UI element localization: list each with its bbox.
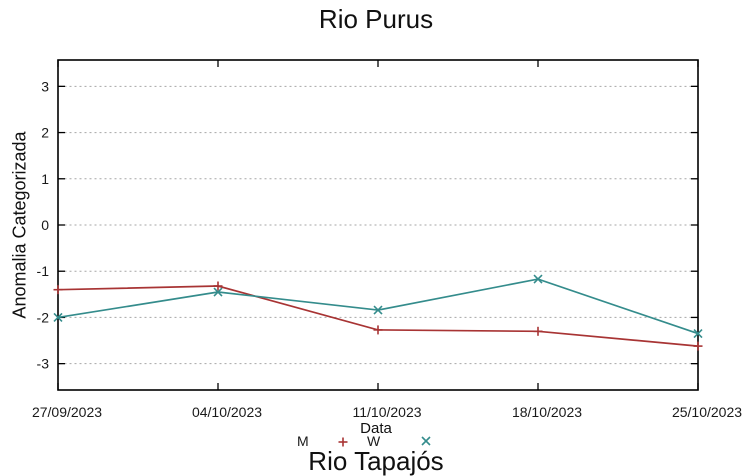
x-tick-label: 04/10/2023 — [192, 404, 262, 420]
series-W-cross-marker-icon — [213, 287, 223, 297]
y-tick-label: 1 — [41, 171, 49, 187]
y-tick-label: 3 — [41, 78, 49, 94]
y-tick-label: -3 — [37, 356, 50, 372]
plus-marker-icon — [338, 437, 348, 447]
series-M-plus-marker-icon — [53, 285, 63, 295]
y-tick-label: 2 — [41, 125, 49, 141]
y-tick-label: -2 — [37, 309, 50, 325]
chart-canvas: Rio Purus Anomalia Categorizada -3 -2 -1 0 1… — [0, 4, 752, 476]
series-W-cross-marker-icon — [373, 305, 383, 315]
x-marker-icon — [421, 436, 431, 446]
series-W-cross-marker-icon — [53, 312, 63, 323]
legend: M W — [0, 433, 752, 449]
series-M-plus-marker-icon — [213, 281, 223, 291]
y-tick-label: -1 — [37, 263, 50, 279]
x-tick-label: 11/10/2023 — [352, 404, 421, 420]
next-chart-title-clipped: Rio Tapajós — [308, 446, 444, 476]
x-tick-label: 18/10/2023 — [512, 404, 582, 420]
series-W-cross-marker-icon — [533, 274, 543, 284]
chart-title: Rio Purus — [318, 4, 434, 34]
x-axis-label: Data — [360, 420, 392, 437]
series-line-M — [57, 285, 699, 347]
legend-label-m: M — [297, 433, 309, 449]
legend-label-w: W — [367, 433, 381, 449]
plot-frame — [57, 59, 699, 391]
plus-marker-icon — [338, 437, 348, 447]
y-tick-label: 0 — [41, 217, 49, 233]
series-W-cross-marker-icon — [693, 329, 703, 339]
series-M-plus-marker-icon — [533, 326, 543, 336]
cross-marker-icon — [421, 436, 431, 446]
series-M-plus-marker-icon — [693, 341, 703, 351]
series-M-plus-marker-icon — [373, 325, 383, 335]
x-tick-label: 25/10/2023 — [672, 404, 742, 420]
x-tick-label: 27/09/2023 — [32, 404, 102, 420]
plot-svg: -3 -2 -1 0 1 2 3 27/09/2023 04/10/2023 11/10/2023… — [32, 59, 742, 420]
